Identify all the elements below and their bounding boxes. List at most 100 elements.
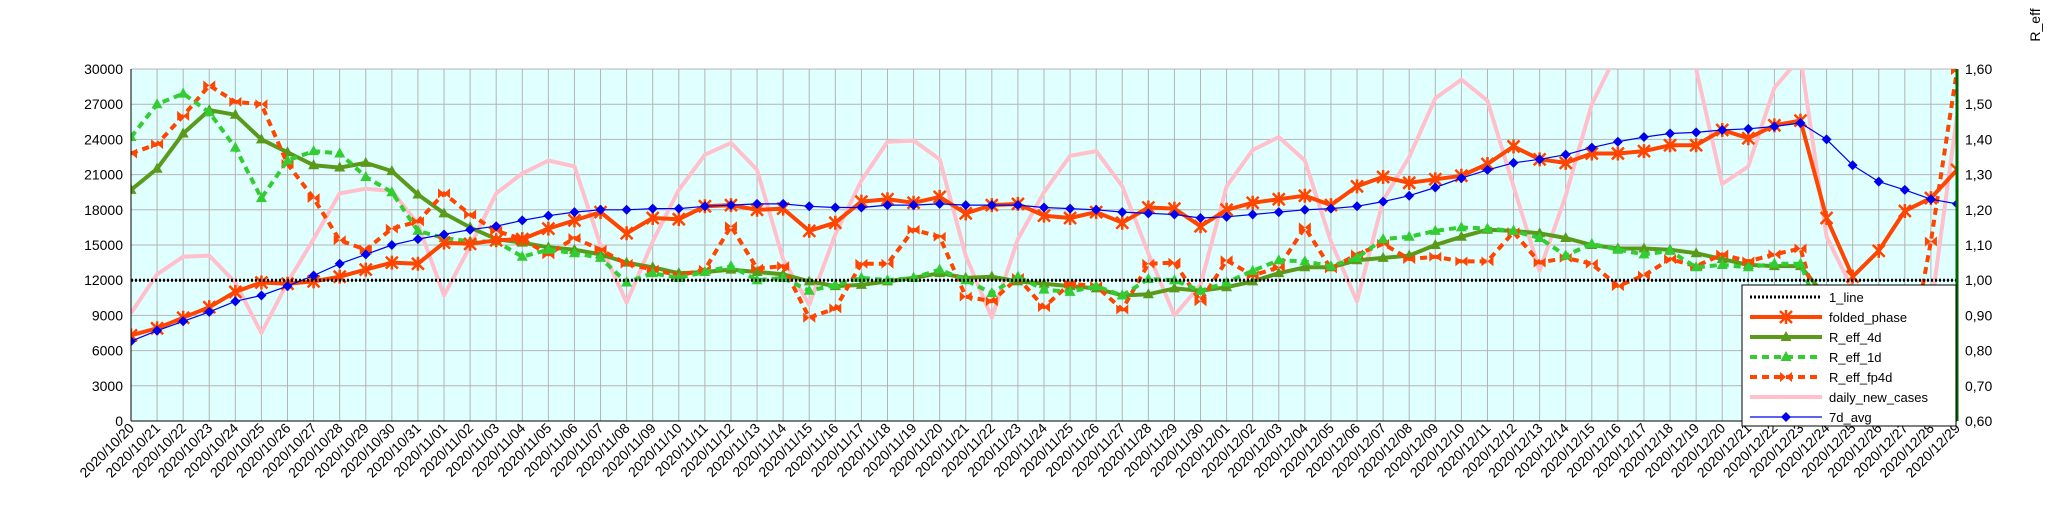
right-axis-title: R_eff: [2027, 8, 2043, 41]
data-point: [620, 258, 633, 269]
data-point: [307, 193, 320, 204]
data-point: [131, 131, 137, 142]
data-point: [1560, 149, 1571, 160]
data-point: [230, 296, 241, 307]
data-point: [177, 127, 189, 138]
data-point: [131, 148, 137, 159]
data-point: [1221, 276, 1233, 287]
data-point: [1690, 247, 1702, 258]
y-tick-label-right: 1,10: [1965, 237, 1992, 253]
data-point: [1871, 243, 1886, 258]
legend-label: R_eff_1d: [1829, 350, 1882, 365]
data-point: [1897, 203, 1912, 218]
data-point: [1429, 239, 1441, 249]
data-point: [1195, 284, 1207, 295]
data-point: [152, 325, 163, 336]
y-tick-label-right: 1,40: [1965, 131, 1992, 147]
data-point: [1742, 261, 1754, 272]
data-point: [986, 200, 997, 211]
series: [131, 69, 1957, 391]
y-tick-label-left: 18000: [84, 202, 123, 218]
data-point: [1690, 261, 1702, 272]
data-point: [1245, 195, 1260, 210]
data-point: [1533, 257, 1546, 268]
data-point: [254, 275, 269, 290]
data-point: [229, 96, 242, 107]
data-point: [1794, 243, 1807, 254]
data-point: [1350, 179, 1364, 194]
data-point: [699, 201, 710, 212]
legend-item: R_eff_fp4d: [1750, 370, 1892, 385]
data-point: [1404, 190, 1415, 201]
legend-item: daily_new_cases: [1750, 390, 1929, 405]
series-line-R_eff_fp4d: [131, 69, 1957, 388]
data-point: [203, 106, 215, 117]
data-point: [1429, 224, 1441, 235]
data-point: [1117, 207, 1128, 218]
data-point: [725, 260, 737, 271]
data-point: [1506, 139, 1521, 154]
data-point: [308, 270, 319, 281]
data-point: [1429, 251, 1442, 262]
data-point: [1950, 162, 1957, 177]
data-point: [1638, 132, 1649, 143]
data-point: [1430, 182, 1441, 193]
data-point: [1142, 288, 1154, 299]
data-point: [1534, 154, 1545, 165]
data-point: [1142, 258, 1155, 269]
y-tick-label-right: 0,80: [1965, 343, 1992, 359]
y-tick-label-left: 6000: [92, 343, 123, 359]
data-point: [829, 278, 841, 289]
data-point: [621, 204, 632, 215]
data-point: [1169, 209, 1180, 220]
data-point: [1325, 203, 1336, 214]
data-point: [829, 303, 842, 314]
data-point: [178, 316, 189, 327]
data-point: [464, 209, 477, 220]
y-tick-label-left: 15000: [84, 237, 123, 253]
data-point: [1012, 200, 1023, 211]
data-point: [1612, 243, 1624, 254]
data-point: [1455, 221, 1467, 232]
data-point: [411, 256, 425, 271]
y-tick-label-left: 21000: [84, 167, 123, 183]
data-point: [1612, 136, 1623, 147]
legend-label: 1_line: [1829, 290, 1864, 305]
data-point: [177, 110, 190, 121]
y-tick-label-left: 12000: [84, 272, 123, 288]
y-axis-right-labels: 0,60 0,70 0,80 0,90 1,00 1,10 1,20 1,30 1,40 1,50…: [1965, 61, 1992, 429]
data-point: [1821, 134, 1832, 145]
data-point: [933, 231, 946, 242]
legend: 1_line folded_phase R_eff_4d R_eff_1d R_eff_…: [1741, 284, 1957, 427]
data-point: [881, 258, 894, 269]
x-axis-labels: 2020/10/202020/10/212020/10/222020/10/23…: [76, 420, 1963, 481]
data-point: [752, 198, 763, 209]
data-point: [647, 203, 658, 214]
data-point: [1271, 192, 1286, 207]
data-point: [595, 204, 606, 215]
data-point: [1298, 222, 1311, 233]
data-point: [1220, 255, 1233, 266]
data-point: [803, 275, 815, 286]
data-point: [1273, 267, 1285, 278]
data-point: [1794, 257, 1806, 268]
data-point: [803, 284, 815, 295]
data-point: [255, 99, 268, 110]
y-tick-label-right: 0,70: [1965, 378, 1992, 394]
legend-label: R_eff_fp4d: [1829, 370, 1892, 385]
data-point: [1299, 255, 1311, 266]
data-point: [882, 200, 893, 211]
data-point: [671, 212, 686, 227]
data-point: [229, 108, 241, 119]
data-point: [803, 312, 816, 323]
data-point: [543, 210, 554, 221]
y-tick-label-right: 1,20: [1965, 202, 1992, 218]
data-point: [960, 200, 971, 211]
data-point: [412, 188, 424, 199]
legend-label: R_eff_4d: [1829, 330, 1882, 345]
data-point: [1481, 256, 1494, 267]
data-point: [1769, 121, 1780, 132]
data-point: [1482, 164, 1493, 175]
data-point: [1091, 204, 1102, 215]
data-point: [778, 198, 789, 209]
